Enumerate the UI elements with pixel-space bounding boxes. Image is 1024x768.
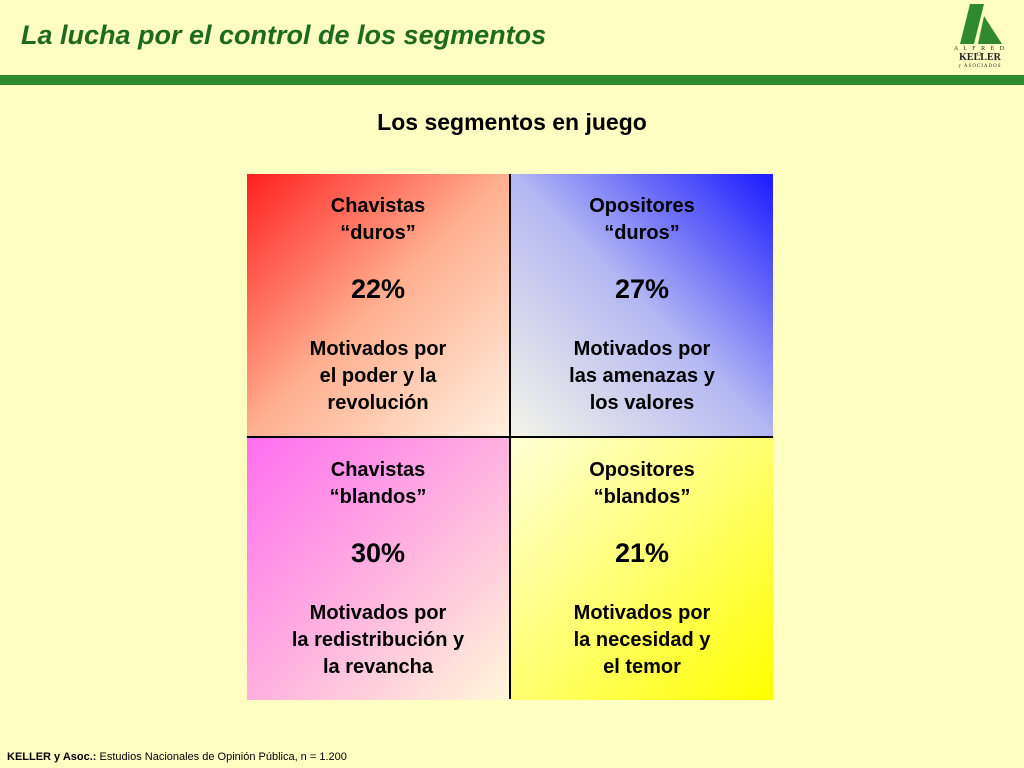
segment-percent: 27% xyxy=(614,274,670,304)
header-rule xyxy=(0,75,1024,85)
keller-logo: A L F R E D O KELLER y ASOCIADOS xyxy=(950,4,1010,72)
motivation-line: los valores xyxy=(589,392,695,414)
motivation-line: Motivados por xyxy=(573,602,711,624)
source-label: KELLER y Asoc.: xyxy=(7,751,97,763)
segment-percent: 21% xyxy=(614,538,670,568)
segment-motivation: Motivados por la redistribución y la rev… xyxy=(247,600,509,681)
segment-motivation: Motivados por la necesidad y el temor xyxy=(511,600,773,681)
segment-name-line: Opositores xyxy=(589,459,695,481)
segment-name-line: “duros” xyxy=(340,222,416,244)
segment-percent: 22% xyxy=(350,274,406,304)
segment-name: Chavistas “duros” xyxy=(247,193,509,247)
motivation-line: la redistribución y xyxy=(291,629,465,651)
segments-matrix: Chavistas “duros” 22% Motivados por el p… xyxy=(247,174,773,700)
motivation-line: la revancha xyxy=(322,656,434,678)
segment-opositores-duros: Opositores “duros” 27% Motivados por las… xyxy=(511,174,773,436)
logo-text-alfredo: A L F R E D O xyxy=(953,46,1007,58)
segment-name-line: “blandos” xyxy=(593,486,691,508)
segment-name: Opositores “blandos” xyxy=(511,457,773,511)
segment-percent: 30% xyxy=(350,538,406,568)
motivation-line: Motivados por xyxy=(573,338,711,360)
segment-name: Opositores “duros” xyxy=(511,193,773,247)
segment-motivation: Motivados por el poder y la revolución xyxy=(247,336,509,417)
motivation-line: Motivados por xyxy=(309,602,447,624)
motivation-line: las amenazas y xyxy=(569,365,715,387)
motivation-line: el poder y la xyxy=(319,365,437,387)
segment-name-line: Chavistas xyxy=(330,195,426,217)
logo-text-keller: KELLER xyxy=(959,52,1001,63)
segment-motivation: Motivados por las amenazas y los valores xyxy=(511,336,773,417)
page-title: La lucha por el control de los segmentos xyxy=(21,20,547,50)
segment-name-line: Chavistas xyxy=(330,459,426,481)
motivation-line: Motivados por xyxy=(309,338,447,360)
motivation-line: el temor xyxy=(603,656,681,678)
keller-logo-icon xyxy=(960,4,1002,44)
segment-name-line: “duros” xyxy=(604,222,680,244)
segment-name-line: “blandos” xyxy=(329,486,427,508)
motivation-line: revolución xyxy=(327,392,429,414)
source-footer: KELLER y Asoc.: Estudios Nacionales de O… xyxy=(7,751,347,763)
segment-chavistas-blandos: Chavistas “blandos” 30% Motivados por la… xyxy=(247,438,509,700)
source-text: Estudios Nacionales de Opinión Pública, … xyxy=(96,751,347,763)
motivation-line: la necesidad y xyxy=(573,629,711,651)
logo-text-asociados: y ASOCIADOS xyxy=(958,64,1002,69)
segment-chavistas-duros: Chavistas “duros” 22% Motivados por el p… xyxy=(247,174,509,436)
matrix-horizontal-divider xyxy=(247,436,773,438)
diagram-subtitle: Los segmentos en juego xyxy=(377,109,647,135)
segment-name: Chavistas “blandos” xyxy=(247,457,509,511)
segment-opositores-blandos: Opositores “blandos” 21% Motivados por l… xyxy=(511,438,773,700)
segment-name-line: Opositores xyxy=(589,195,695,217)
